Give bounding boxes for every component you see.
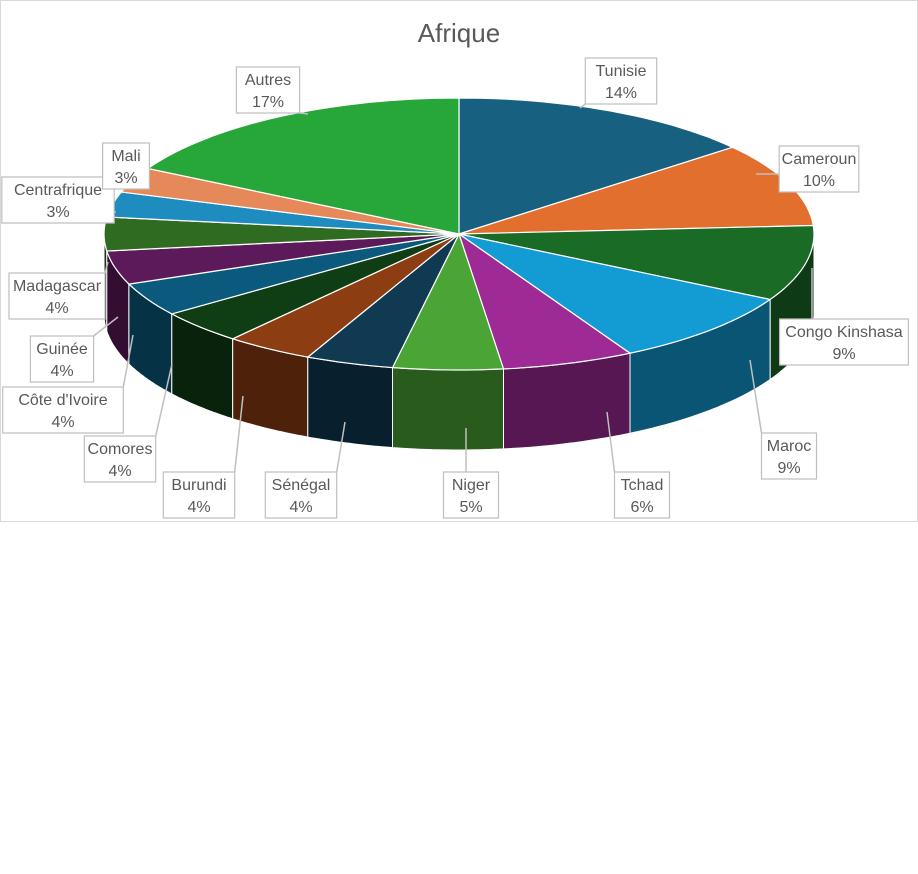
label-box-niger	[442, 471, 500, 519]
leader-line-cote-d-ivoire	[122, 334, 134, 388]
pie-slice-tunisie	[458, 97, 735, 235]
label-percent-centrafrique: 3%	[46, 204, 69, 221]
pie-slice-tchad	[457, 232, 632, 370]
chart-title: Afrique	[417, 18, 501, 48]
leader-line-tchad	[606, 411, 616, 473]
leader-line-maroc	[749, 359, 763, 434]
label-box-cote-d-ivoire	[2, 386, 124, 434]
leader-line-senegal	[335, 421, 346, 473]
label-category-tchad: Tchad	[621, 477, 664, 494]
label-box-tchad	[613, 471, 671, 519]
data-label-comores: Comores 4%	[83, 363, 173, 483]
data-label-maroc: Maroc 9%	[749, 359, 818, 480]
label-percent-senegal: 4%	[289, 499, 312, 516]
pie-slice-maroc	[458, 233, 772, 354]
label-percent-cote-d-ivoire: 4%	[51, 414, 74, 431]
pie-side-niger	[392, 367, 504, 451]
pie-top-group	[103, 97, 815, 371]
label-percent-congo-kinshasa: 9%	[832, 346, 855, 363]
data-label-tunisie: Tunisie 14%	[579, 57, 658, 109]
data-label-cameroun: Cameroun 10%	[756, 145, 860, 193]
label-category-senegal: Sénégal	[272, 477, 331, 494]
data-label-senegal: Sénégal 4%	[264, 421, 346, 519]
label-percent-tunisie: 14%	[605, 85, 637, 102]
data-label-niger: Niger 5%	[442, 428, 500, 519]
label-percent-comores: 4%	[108, 463, 131, 480]
data-label-mali: Mali 3%	[101, 142, 150, 190]
data-label-tchad: Tchad 6%	[606, 411, 671, 519]
data-label-madagascar: Madagascar 4%	[8, 261, 109, 320]
pie-slice-niger	[391, 232, 505, 371]
label-category-autres: Autres	[245, 72, 291, 89]
label-percent-guinee: 4%	[50, 363, 73, 380]
pie-slice-congo-kinshasa	[458, 224, 815, 301]
data-label-congo-kinshasa: Congo Kinshasa 9%	[778, 268, 909, 366]
label-box-cameroun	[778, 145, 860, 193]
label-category-maroc: Maroc	[767, 438, 811, 455]
pie-slice-comores	[170, 233, 460, 340]
label-box-maroc	[760, 432, 818, 480]
label-box-burundi	[162, 471, 236, 519]
label-box-mali	[101, 142, 150, 190]
label-percent-cameroun: 10%	[803, 173, 835, 190]
label-category-niger: Niger	[452, 477, 491, 494]
label-percent-niger: 5%	[459, 499, 482, 516]
label-category-cote-d-ivoire: Côte d'Ivoire	[18, 392, 107, 409]
pie-slice-senegal	[306, 233, 460, 369]
label-category-congo-kinshasa: Congo Kinshasa	[785, 324, 903, 341]
label-box-centrafrique	[1, 176, 115, 224]
pie-slice-autres	[146, 97, 460, 235]
label-box-tunisie	[584, 57, 658, 105]
label-category-comores: Comores	[88, 441, 153, 458]
label-percent-tchad: 6%	[630, 499, 653, 516]
data-label-centrafrique: Centrafrique 3%	[1, 176, 116, 224]
label-percent-maroc: 9%	[777, 460, 800, 477]
label-box-guinee	[29, 335, 95, 383]
label-category-madagascar: Madagascar	[13, 278, 102, 295]
data-label-burundi: Burundi 4%	[162, 395, 244, 519]
label-category-tunisie: Tunisie	[596, 63, 647, 80]
leader-line-guinee	[93, 316, 119, 337]
label-category-guinee: Guinée	[36, 341, 88, 358]
pie-slice-burundi	[231, 233, 460, 358]
label-box-senegal	[264, 471, 338, 519]
leader-line-comores	[154, 363, 173, 437]
leader-line-autres	[299, 112, 309, 115]
label-box-comores	[83, 435, 157, 483]
label-percent-autres: 17%	[252, 94, 284, 111]
label-box-madagascar	[8, 272, 106, 320]
leader-line-tunisie	[579, 103, 586, 109]
label-percent-mali: 3%	[114, 170, 137, 187]
pie-side-senegal	[307, 356, 393, 449]
label-category-cameroun: Cameroun	[782, 151, 857, 168]
data-label-autres: Autres 17%	[235, 66, 309, 115]
pie-slice-guinee	[105, 233, 460, 285]
label-percent-madagascar: 4%	[45, 300, 68, 317]
pie-slice-cote-d-ivoire	[127, 233, 460, 315]
label-box-congo-kinshasa	[778, 318, 909, 366]
leader-line-burundi	[233, 395, 244, 473]
label-percent-burundi: 4%	[187, 499, 210, 516]
label-category-burundi: Burundi	[171, 477, 226, 494]
label-box-autres	[235, 66, 301, 114]
data-label-guinee: Guinée 4%	[29, 316, 119, 383]
leader-line-madagascar	[104, 261, 109, 274]
data-label-cote-d-ivoire: Côte d'Ivoire 4%	[2, 334, 134, 434]
label-category-centrafrique: Centrafrique	[14, 182, 102, 199]
label-category-mali: Mali	[111, 148, 140, 165]
